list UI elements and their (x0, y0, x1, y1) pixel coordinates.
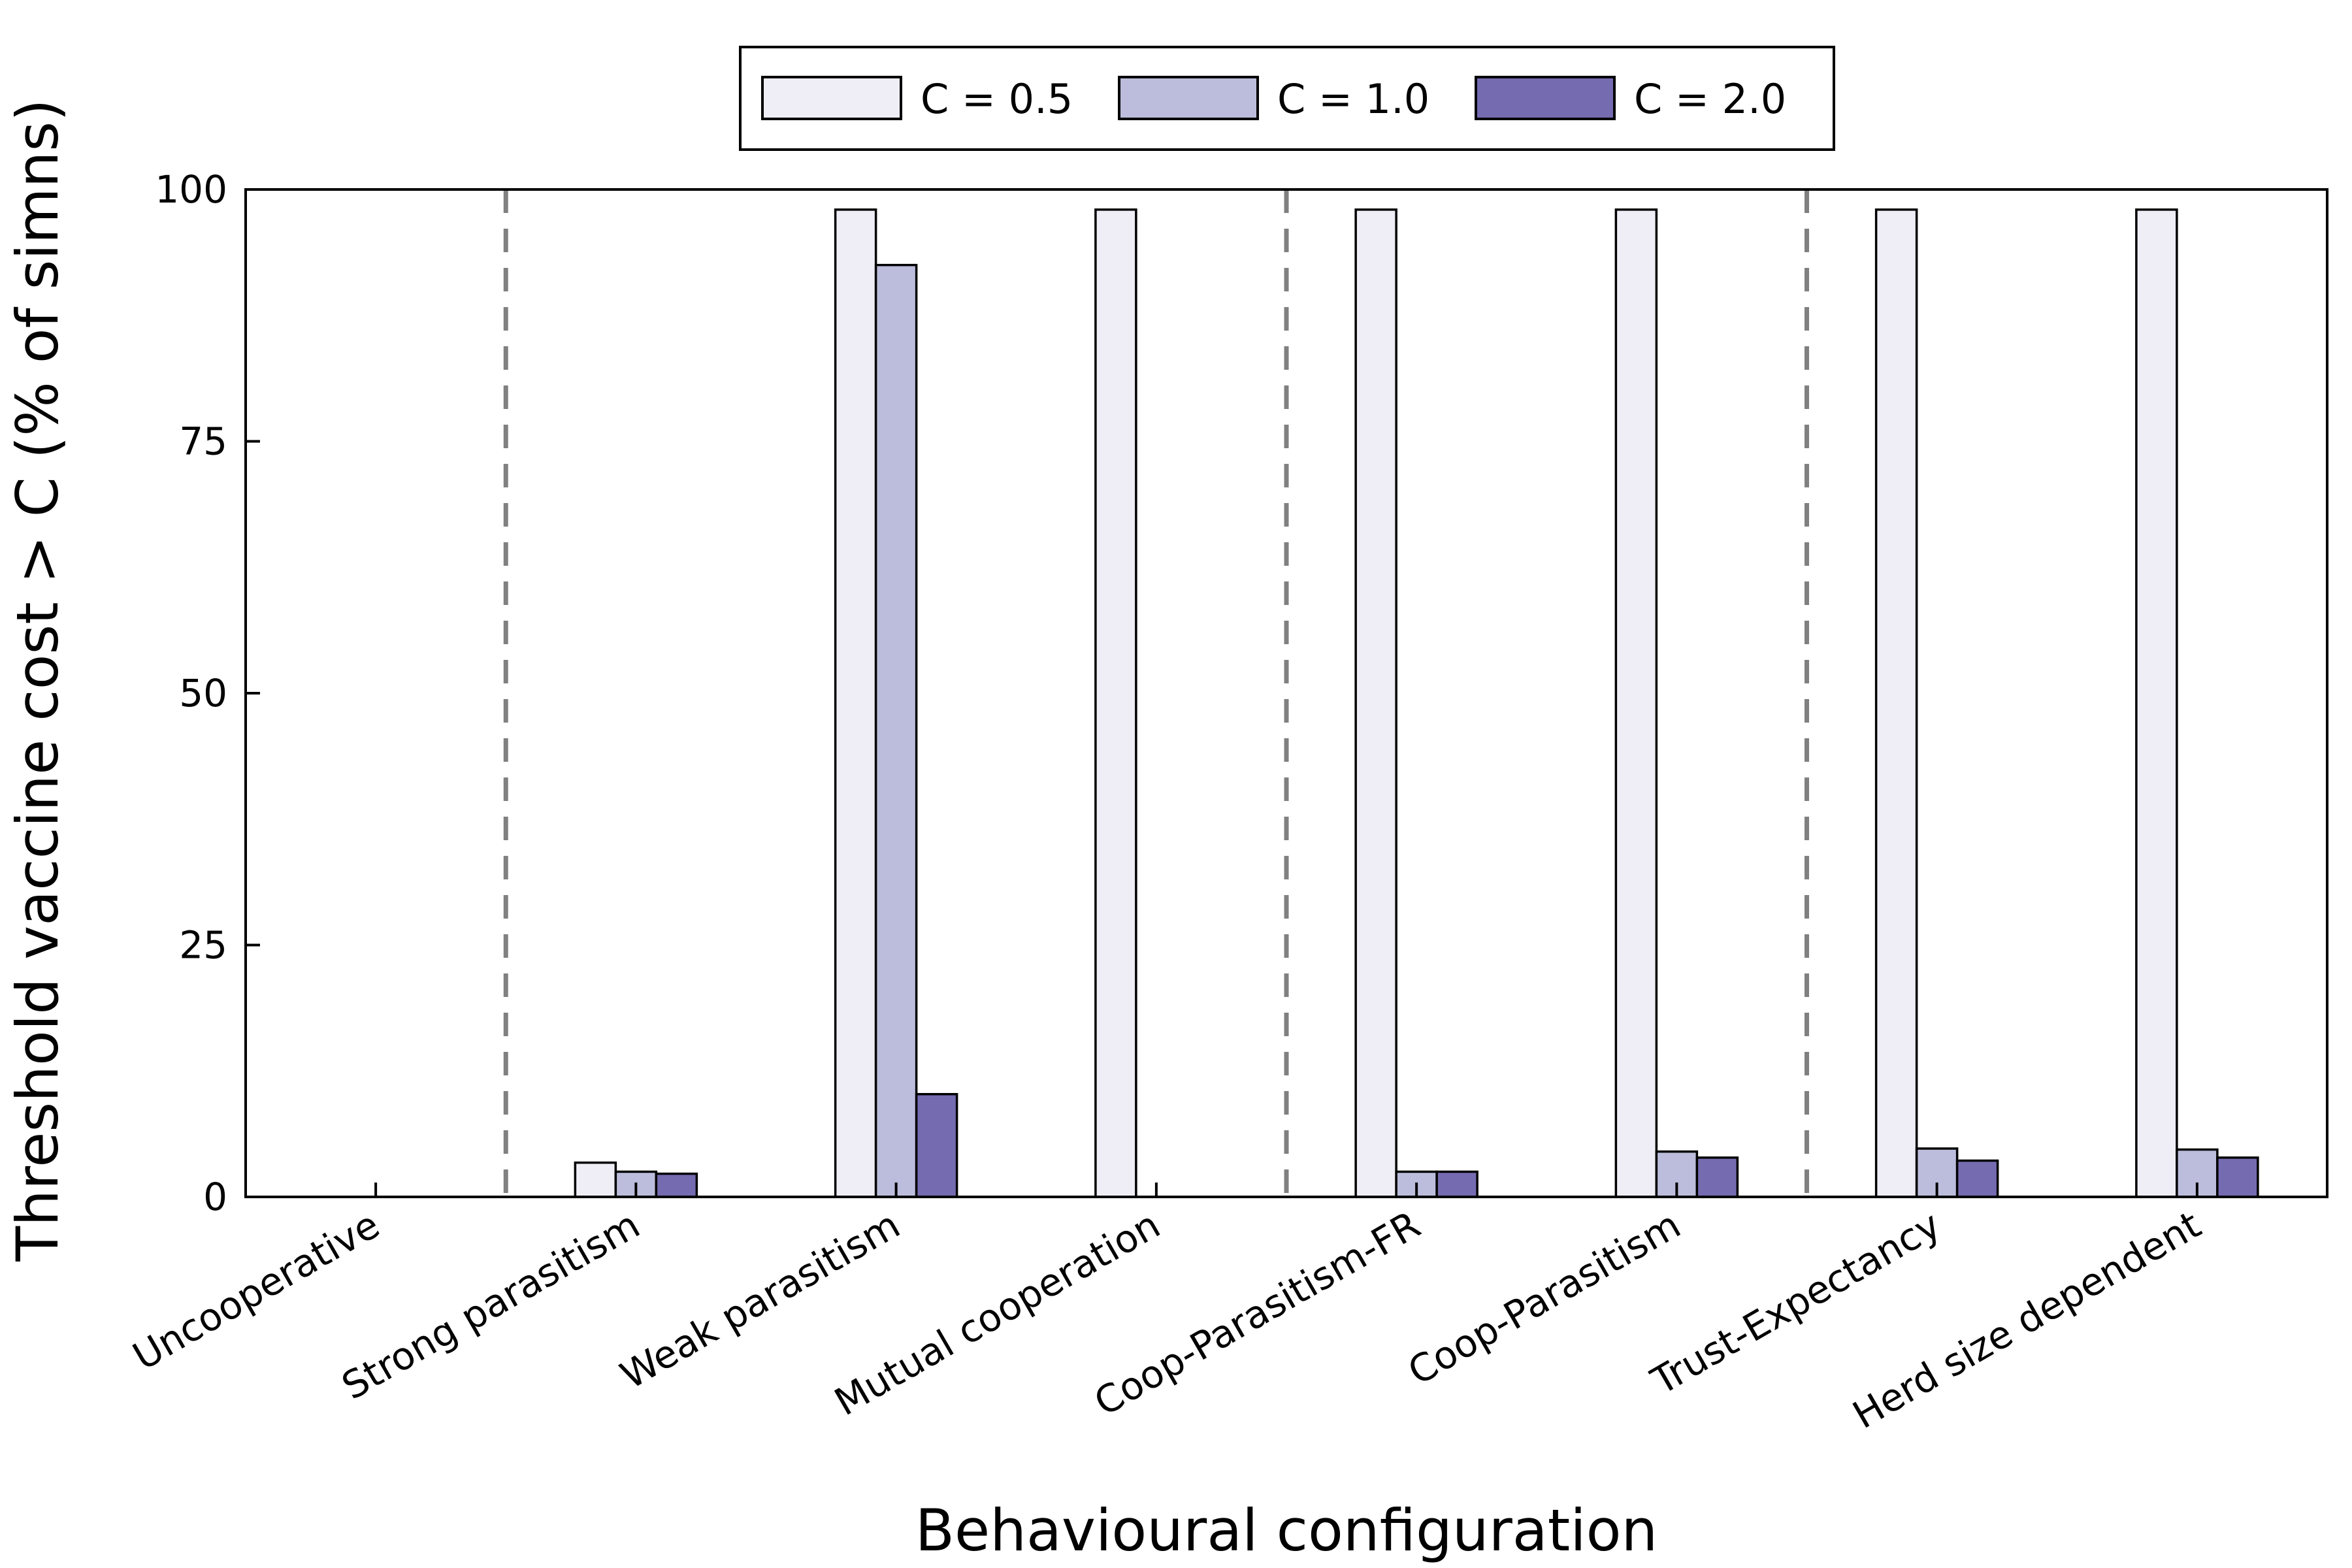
y-axis: 0 25 50 75 100 (155, 167, 260, 1219)
y-tick-label: 100 (155, 167, 227, 212)
y-tick-label: 0 (203, 1175, 227, 1219)
y-tick-label: 25 (179, 923, 227, 968)
legend-label: C = 0.5 (921, 75, 1073, 123)
legend-swatch (761, 76, 902, 120)
bar (655, 1172, 698, 1198)
bar (574, 1161, 617, 1198)
bars (574, 208, 2259, 1198)
x-tick-label: Uncooperative (125, 1202, 387, 1379)
y-axis-title: Threshold vaccine cost > C (% of simns) (4, 99, 71, 1262)
bar (874, 263, 918, 1198)
bar (1874, 208, 1918, 1198)
legend-box (739, 46, 1835, 151)
legend-label: C = 2.0 (1634, 75, 1786, 123)
bar (2216, 1156, 2259, 1198)
legend: C = 0.5 C = 1.0 C = 2.0 (739, 46, 1835, 151)
bar (834, 208, 877, 1198)
bar (1955, 1159, 1999, 1198)
bar (2135, 208, 2178, 1198)
x-axis-title: Behavioural configuration (915, 1497, 1658, 1564)
bar (1695, 1156, 1739, 1198)
legend-label: C = 1.0 (1277, 75, 1429, 123)
y-tick-label: 75 (179, 419, 227, 464)
legend-swatch (1118, 76, 1259, 120)
bar (1435, 1170, 1478, 1198)
y-tick-label: 50 (179, 671, 227, 715)
group-dividers (503, 189, 1809, 1197)
bar (915, 1092, 958, 1198)
bar (1354, 208, 1397, 1198)
legend-swatch (1475, 76, 1616, 120)
plot-frame (244, 188, 2328, 1198)
bar (1094, 208, 1137, 1198)
bar (1614, 208, 1658, 1198)
